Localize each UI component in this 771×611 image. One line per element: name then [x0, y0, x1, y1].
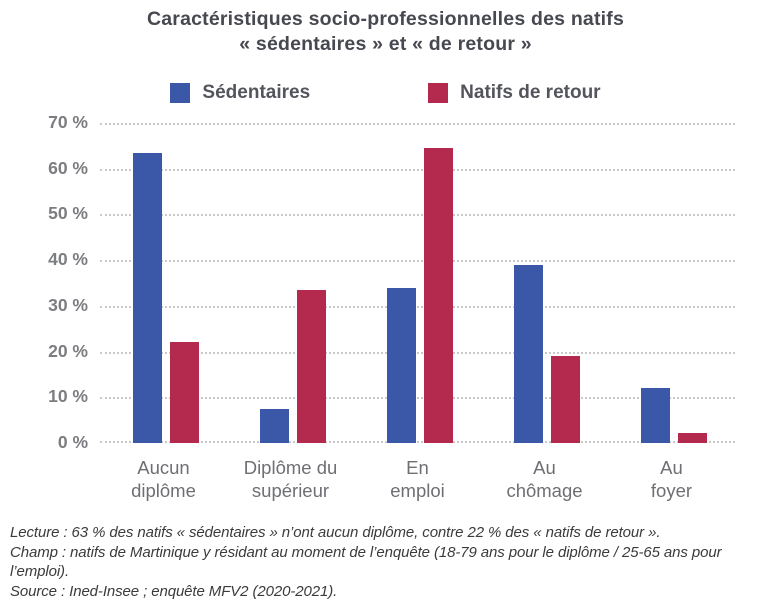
- chart-legend: Sédentaires Natifs de retour: [0, 82, 771, 104]
- bar-sedentaires-diplome-du-superieur: [259, 408, 289, 443]
- legend-swatch-sedentaires: [170, 83, 191, 103]
- y-axis-tick-60: 60 %: [48, 157, 88, 178]
- x-axis-label-aucun-diplome: Aucun diplôme: [131, 457, 196, 501]
- bar-natifs-de-retour-aucun-diplome: [169, 342, 199, 443]
- chart-title: Caractéristiques socio-professionnelles …: [0, 7, 771, 57]
- y-axis-tick-40: 40 %: [48, 249, 88, 270]
- bar-natifs-de-retour-en-emploi: [423, 148, 453, 443]
- y-axis-tick-30: 30 %: [48, 294, 88, 315]
- legend-item-sedentaires: Sédentaires: [170, 82, 310, 104]
- x-axis-label-en-emploi: En emploi: [390, 457, 445, 501]
- bar-sedentaires-en-emploi: [386, 287, 416, 443]
- legend-item-natifs-de-retour: Natifs de retour: [428, 82, 601, 104]
- gridline-10: [100, 397, 735, 400]
- bar-natifs-de-retour-au-foyer: [677, 432, 707, 443]
- chart-title-line2: « sédentaires » et « de retour »: [239, 33, 532, 55]
- x-axis-label-diplome-du-superieur: Diplôme du supérieur: [243, 457, 338, 501]
- gridline-20: [100, 351, 735, 354]
- y-axis-tick-70: 70 %: [48, 112, 88, 132]
- bar-sedentaires-au-foyer: [640, 388, 670, 443]
- bar-sedentaires-au-chomage: [513, 264, 543, 443]
- plot-area: 0 % 10 % 20 % 30 % 40 % 50 % 60 % 70 % Aucun dip…: [48, 112, 735, 501]
- footnote-lecture: Lecture : 63 % des natifs « sédentaires …: [10, 524, 661, 541]
- footnote-champ: Champ : natifs de Martinique y résidant …: [10, 543, 722, 581]
- legend-label: Sédentaires: [202, 82, 311, 103]
- bar-natifs-de-retour-au-chomage: [550, 356, 580, 443]
- y-axis-tick-0: 0 %: [57, 432, 88, 452]
- y-axis-tick-10: 10 %: [48, 386, 88, 407]
- footnote-source: Source : Ined-Insee ; enquête MFV2 (2020…: [10, 582, 338, 600]
- legend-label: Natifs de retour: [460, 82, 601, 103]
- gridline-40: [100, 260, 735, 263]
- bar-natifs-de-retour-diplome-du-superieur: [296, 289, 326, 443]
- gridline-30: [100, 305, 735, 308]
- x-axis-label-au-chomage: Au chômage: [506, 457, 583, 501]
- y-axis-tick-20: 20 %: [48, 340, 88, 361]
- chart-title-line1: Caractéristiques socio-professionnelles …: [146, 8, 625, 30]
- legend-swatch-natifs-de-retour: [428, 83, 449, 103]
- bar-sedentaires-aucun-diplome: [132, 152, 162, 443]
- x-axis-label-au-foyer: Au foyer: [650, 457, 693, 501]
- gridline-60: [100, 168, 735, 171]
- gridline-0: [100, 441, 735, 443]
- gridline-50: [100, 214, 735, 217]
- chart-footnotes: Lecture : 63 % des natifs « sédentaires …: [10, 523, 762, 601]
- y-axis-tick-50: 50 %: [48, 203, 88, 224]
- gridline-70: [100, 123, 735, 125]
